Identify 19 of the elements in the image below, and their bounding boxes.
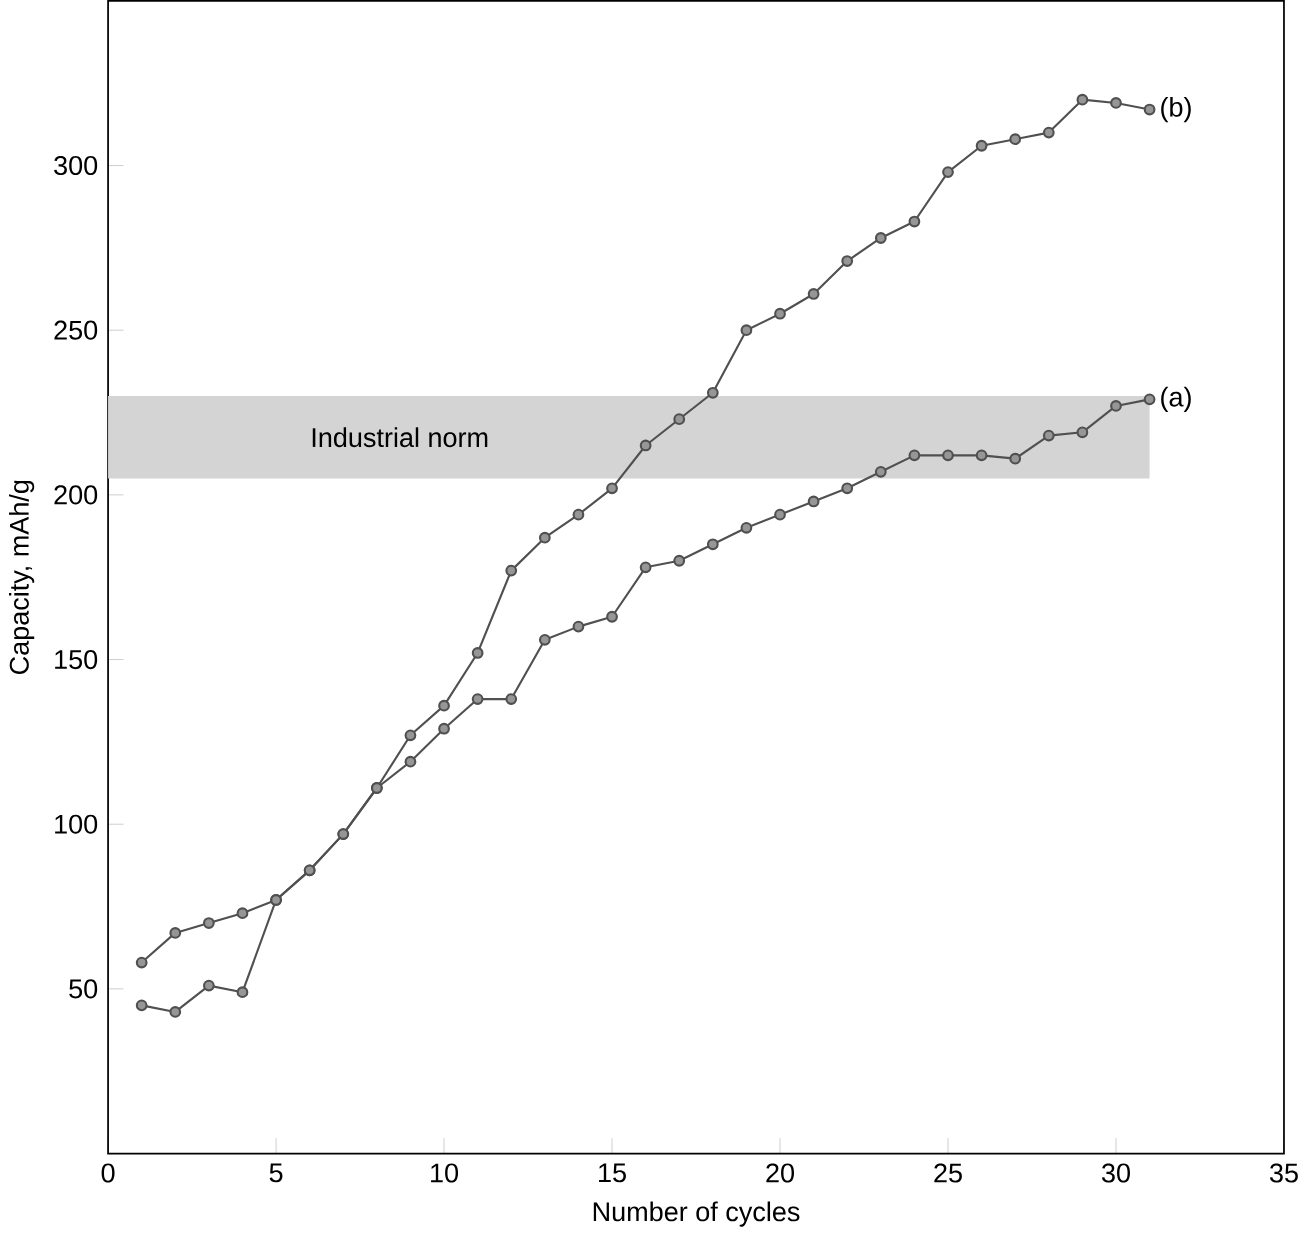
series-label: (b)	[1161, 97, 1191, 123]
x-tick-label: 30	[1101, 1163, 1130, 1183]
x-tick-label: 25	[934, 1163, 962, 1183]
x-axis-title: Number of cycles	[593, 1201, 800, 1227]
band-label: Industrial norm	[312, 427, 488, 448]
x-tick-label: 20	[766, 1163, 794, 1183]
y-tick-label: 200	[54, 485, 98, 505]
y-tick-label: 150	[55, 650, 98, 670]
y-tick-label: 250	[54, 320, 98, 340]
series-label: (a)	[1161, 386, 1191, 413]
x-tick-label: 35	[1269, 1163, 1298, 1183]
x-tick-label: 15	[599, 1163, 626, 1183]
y-tick-label: 100	[55, 814, 98, 834]
y-tick-label: 50	[69, 979, 98, 999]
x-tick-label: 0	[101, 1163, 115, 1183]
y-tick-label: 300	[54, 156, 98, 176]
x-tick-label: 5	[269, 1163, 283, 1183]
y-axis-title: Capacity, mAh/g	[9, 480, 35, 675]
x-tick-label: 10	[431, 1163, 459, 1183]
